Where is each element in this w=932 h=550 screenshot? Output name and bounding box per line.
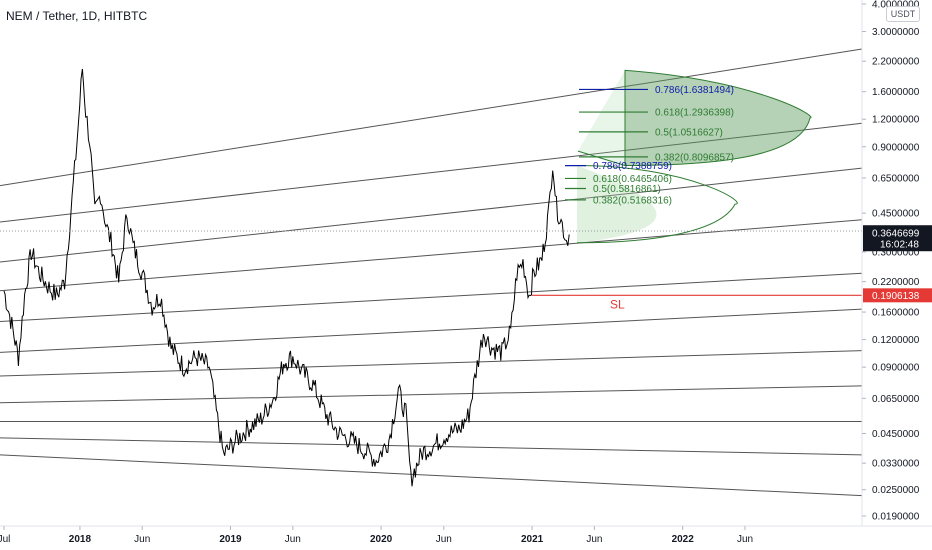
y-tick-label: 0.2200000 [872,277,920,288]
sl-price-tag [863,288,932,303]
channel-line [0,385,863,404]
fib-zones [576,69,812,244]
x-tick-label: 2020 [370,534,393,545]
fib-label: 0.382(0.8096857) [655,152,734,163]
channel-line [0,437,863,456]
y-tick-label: 0.6500000 [872,173,920,184]
channel-lines [0,48,863,497]
y-tick-label: 1.2000000 [872,115,920,126]
upper-zone-edge [577,150,626,166]
y-tick-label: 0.4500000 [872,209,920,220]
stop-loss: SL [532,294,862,311]
lower-zone-arc [576,164,738,244]
channel-line [0,350,863,377]
sl-price-value: 0.1906138 [872,291,920,302]
channel-line [0,272,863,322]
currency-selector[interactable]: USDT [886,6,920,22]
x-tick-label: 2022 [672,534,695,545]
fib-label: 0.786(1.6381494) [655,85,734,96]
current-price-value: 0.3646699 [872,229,920,240]
price-line [3,68,570,487]
y-tick-label: 0.0190000 [872,512,920,523]
current-price-countdown: 16:02:48 [880,240,919,251]
fib-label: 0.382(0.5168316) [593,195,672,206]
price-series [3,68,570,487]
fib-levels: 0.786(1.6381494) 0.618(1.2936398) 0.5(1.05… [565,85,734,206]
y-tick-label: 0.1600000 [872,308,920,319]
chart-title: NEM / Tether, 1D, HITBTC [6,9,148,23]
y-tick-label: 0.0900000 [872,363,920,374]
x-tick-label: Jun [436,534,452,545]
x-axis-ticks: Jul 2018 Jun 2019 Jun 2020 Jun 2021 Jun 2022 Jun [0,526,753,545]
sl-label: SL [610,297,625,311]
y-tick-label: 0.0450000 [872,429,920,440]
x-tick-label: Jun [737,534,753,545]
x-tick-label: Jun [285,534,301,545]
y-tick-label: 0.9000000 [872,142,920,153]
fib-label: 0.5(1.0516627) [655,127,723,138]
y-tick-label: 0.0650000 [872,394,920,405]
x-tick-label: Jul [0,534,10,545]
x-tick-label: 2018 [69,534,92,545]
x-tick-label: Jun [586,534,602,545]
fib-label: 0.5(0.5816861) [593,184,661,195]
price-axis[interactable] [862,0,932,550]
x-tick-label: 2019 [219,534,242,545]
fib-label: 0.618(0.6465406) [593,174,672,185]
upper-zone-ellipse [624,69,812,166]
channel-line [0,454,863,497]
y-tick-label: 1.6000000 [872,87,920,98]
y-tick-label: 0.0330000 [872,459,920,470]
channel-line [0,308,863,353]
y-tick-label: 3.0000000 [872,27,920,38]
y-tick-label: 4.0000000 [872,0,920,11]
y-tick-label: 2.2000000 [872,57,920,68]
y-tick-label: 0.3000000 [872,247,920,258]
x-tick-label: Jun [134,534,150,545]
channel-line [0,122,863,223]
channel-line [0,48,863,187]
y-axis-ticks: 4.0000000 3.0000000 2.2000000 1.6000000 1.20… [862,0,920,523]
time-axis[interactable] [0,526,932,550]
y-tick-label: 0.1200000 [872,335,920,346]
x-tick-label: 2021 [521,534,544,545]
channel-line [0,167,863,263]
channel-line [0,219,863,292]
current-price-tag [863,225,932,252]
y-tick-label: 0.0250000 [872,485,920,496]
lower-zone-fill [577,165,657,243]
fib-label: 0.618(1.2936398) [655,108,734,119]
upper-zone-wedge [578,70,625,166]
fib-label: 0.786(0.7388759) [593,161,672,172]
